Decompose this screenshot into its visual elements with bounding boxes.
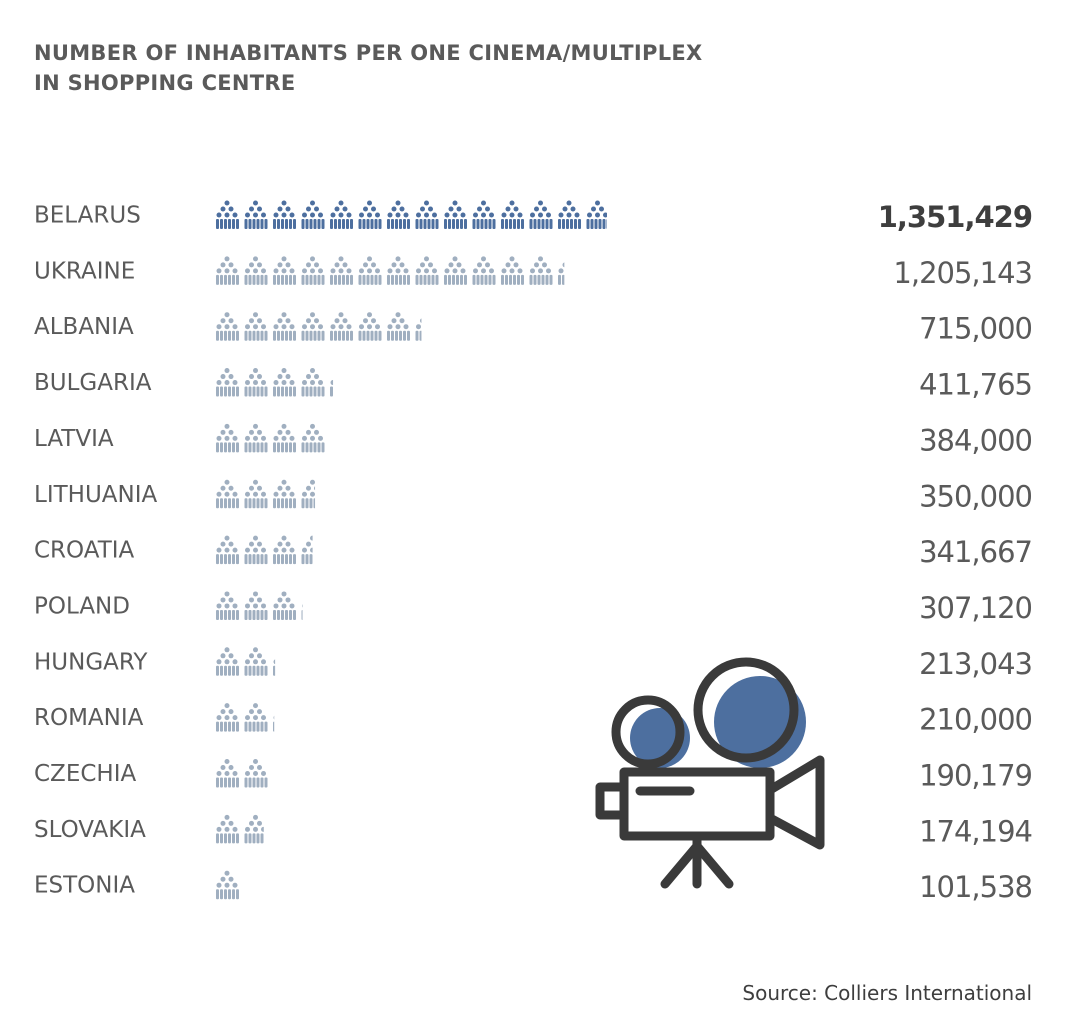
value-label: 341,667 — [919, 535, 1032, 569]
category-label: ALBANIA — [34, 314, 134, 340]
category-label: POLAND — [34, 593, 130, 619]
value-label: 350,000 — [919, 479, 1032, 513]
icon-bar — [213, 367, 334, 398]
value-label: 190,179 — [919, 759, 1032, 793]
icon-bar — [213, 200, 607, 230]
value-label: 411,765 — [919, 368, 1032, 402]
category-label: CZECHIA — [34, 761, 136, 787]
category-label: LATVIA — [34, 426, 114, 452]
value-label: 174,194 — [919, 814, 1032, 848]
category-label: ROMANIA — [34, 705, 144, 731]
chart-title: NUMBER OF INHABITANTS PER ONE CINEMA/MUL… — [34, 41, 703, 95]
category-label: HUNGARY — [34, 649, 148, 675]
value-label: 307,120 — [919, 591, 1032, 625]
category-label: BELARUS — [34, 203, 141, 229]
icon-bar — [213, 814, 264, 845]
icon-bar — [213, 423, 325, 454]
source-note: Source: Colliers International — [742, 981, 1032, 1005]
category-label: SLOVAKIA — [34, 817, 146, 843]
icon-bar — [213, 590, 303, 621]
category-label: UKRAINE — [34, 258, 135, 284]
value-label: 384,000 — [919, 423, 1032, 457]
icon-bar — [213, 646, 276, 677]
icon-bar — [213, 535, 313, 566]
icon-bar — [213, 255, 565, 286]
value-label: 715,000 — [919, 312, 1032, 346]
category-label: CROATIA — [34, 538, 135, 564]
icon-bar — [213, 758, 269, 789]
icon-bar — [213, 311, 422, 342]
value-label: 210,000 — [919, 703, 1032, 737]
icon-bar — [213, 702, 275, 733]
value-label: 1,205,143 — [893, 256, 1032, 290]
category-label: BULGARIA — [34, 370, 152, 396]
category-label: LITHUANIA — [34, 482, 157, 508]
value-label: 101,538 — [919, 870, 1032, 904]
value-label: 1,351,429 — [878, 200, 1032, 234]
category-label: ESTONIA — [34, 873, 135, 899]
value-label: 213,043 — [919, 647, 1032, 681]
icon-bar — [213, 870, 243, 901]
icon-bar — [213, 479, 316, 510]
camera-icon — [595, 657, 825, 889]
